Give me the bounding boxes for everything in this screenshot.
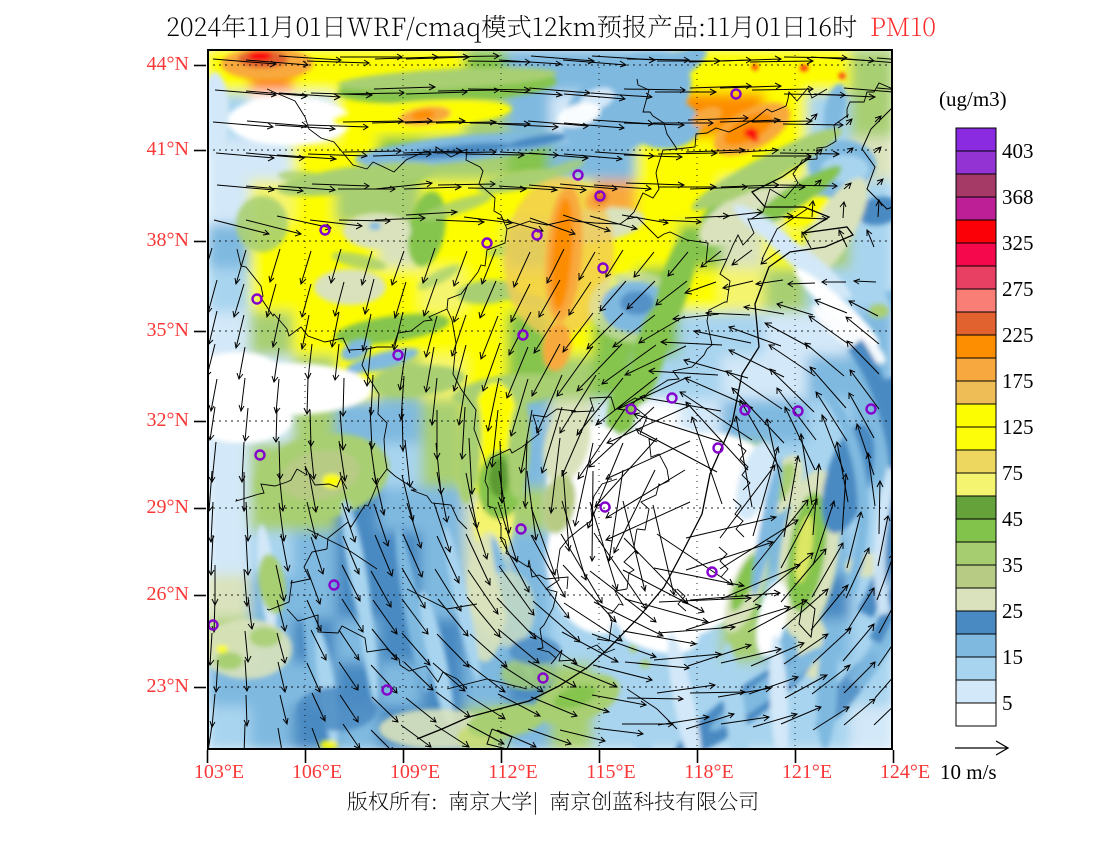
svg-text:35: 35 (1002, 553, 1023, 577)
svg-text:325: 325 (1002, 231, 1034, 255)
svg-text:5: 5 (1002, 691, 1013, 715)
svg-text:75: 75 (1002, 461, 1023, 485)
svg-text:175: 175 (1002, 369, 1034, 393)
svg-text:25: 25 (1002, 599, 1023, 623)
svg-text:275: 275 (1002, 277, 1034, 301)
svg-text:10 m/s: 10 m/s (940, 760, 997, 784)
svg-text:45: 45 (1002, 507, 1023, 531)
svg-text:368: 368 (1002, 185, 1034, 209)
svg-text:403: 403 (1002, 139, 1034, 163)
svg-text:125: 125 (1002, 415, 1034, 439)
svg-text:225: 225 (1002, 323, 1034, 347)
svg-text:15: 15 (1002, 645, 1023, 669)
svg-text:(ug/m3): (ug/m3) (939, 87, 1007, 111)
